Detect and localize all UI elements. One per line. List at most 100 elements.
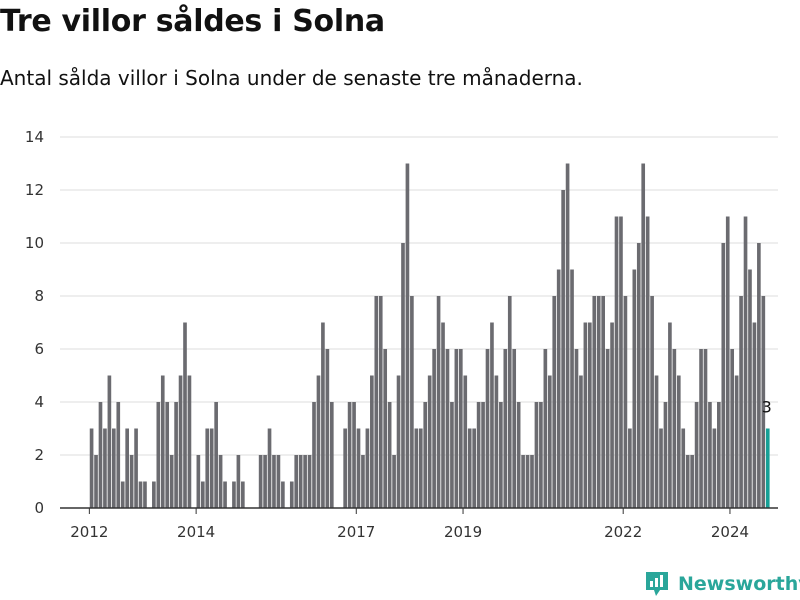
bar [641, 163, 646, 508]
bar [347, 402, 352, 508]
x-tick-label: 2012 [70, 523, 108, 541]
bar [410, 296, 414, 508]
bar [605, 349, 610, 508]
bar [98, 402, 103, 508]
bar [547, 375, 552, 508]
bar [405, 163, 410, 508]
bar [601, 296, 605, 508]
bar [628, 428, 632, 508]
bar [552, 296, 557, 508]
bar [761, 296, 766, 508]
x-tick-label: 2014 [177, 523, 215, 541]
bar [276, 455, 281, 508]
bar [267, 428, 272, 508]
brand-name: Newsworthy [678, 573, 800, 595]
bar [205, 428, 210, 508]
bar [378, 296, 383, 508]
bar [294, 455, 299, 508]
bar [281, 481, 285, 508]
bar [312, 402, 316, 508]
bar [116, 402, 121, 508]
bar [561, 190, 565, 508]
bar [187, 375, 192, 508]
bar [463, 375, 468, 508]
bar [690, 455, 694, 508]
bar [570, 269, 574, 508]
bar [530, 455, 534, 508]
bar [650, 296, 654, 508]
bar [89, 428, 94, 508]
x-tick-label: 2017 [337, 523, 375, 541]
newsworthy-logo-icon [646, 572, 668, 596]
bar [588, 322, 592, 508]
bar [699, 349, 703, 508]
bar [258, 455, 263, 508]
bar [614, 216, 619, 508]
bar [739, 296, 743, 508]
bar [445, 349, 450, 508]
y-tick-label: 10 [25, 234, 44, 252]
bar [263, 455, 267, 508]
bar [499, 402, 503, 508]
bar [169, 455, 174, 508]
bar [241, 481, 245, 508]
bar [120, 481, 125, 508]
bar [365, 428, 370, 508]
bar [539, 402, 543, 508]
data-label-latest: 3 [762, 398, 772, 417]
bar [356, 428, 361, 508]
bar [507, 296, 512, 508]
bar [748, 269, 752, 508]
bar [432, 349, 436, 508]
bar [623, 296, 628, 508]
bar [374, 296, 379, 508]
chart-subtitle: Antal sålda villor i Solna under de sena… [0, 66, 583, 90]
bar-latest [765, 428, 770, 508]
bar [423, 402, 428, 508]
bar [134, 428, 138, 508]
bar [218, 455, 223, 508]
bar [472, 428, 476, 508]
bar [370, 375, 374, 508]
bar [725, 216, 730, 508]
bar [458, 349, 463, 508]
bar [316, 375, 321, 508]
bar [481, 402, 485, 508]
bar [427, 375, 432, 508]
bar [94, 455, 98, 508]
bar [592, 296, 597, 508]
bar [596, 296, 601, 508]
bar [565, 163, 570, 508]
bar [152, 481, 156, 508]
bar [494, 375, 499, 508]
bar [125, 428, 129, 508]
y-tick-label: 0 [34, 499, 44, 517]
bar [303, 455, 307, 508]
bar [401, 243, 405, 508]
bar-chart: 0 2 4 6 8 10 12 14 3 2012 2014 2017 2019 2022 2024 [25, 128, 778, 541]
bar [329, 402, 334, 508]
brand-logo[interactable]: Newsworthy [644, 568, 800, 600]
bar [236, 455, 241, 508]
bar [272, 455, 276, 508]
bar [659, 428, 663, 508]
bar [441, 322, 445, 508]
bar [730, 349, 735, 508]
x-tick-label: 2024 [711, 523, 749, 541]
bar [129, 455, 134, 508]
y-tick-label: 8 [34, 287, 44, 305]
bar [232, 481, 236, 508]
bar [543, 349, 548, 508]
bar [521, 455, 525, 508]
bar [436, 296, 441, 508]
bar [214, 402, 218, 508]
bar [352, 402, 356, 508]
bar [450, 402, 454, 508]
bar [703, 349, 708, 508]
bar [752, 322, 757, 508]
bar [503, 349, 508, 508]
bar [685, 455, 690, 508]
bar [556, 269, 561, 508]
bar [392, 455, 396, 508]
bar [668, 322, 672, 508]
